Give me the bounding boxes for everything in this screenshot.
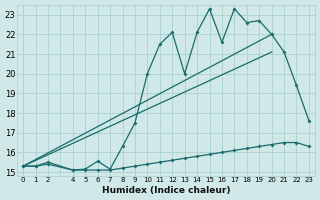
X-axis label: Humidex (Indice chaleur): Humidex (Indice chaleur) bbox=[102, 186, 230, 195]
